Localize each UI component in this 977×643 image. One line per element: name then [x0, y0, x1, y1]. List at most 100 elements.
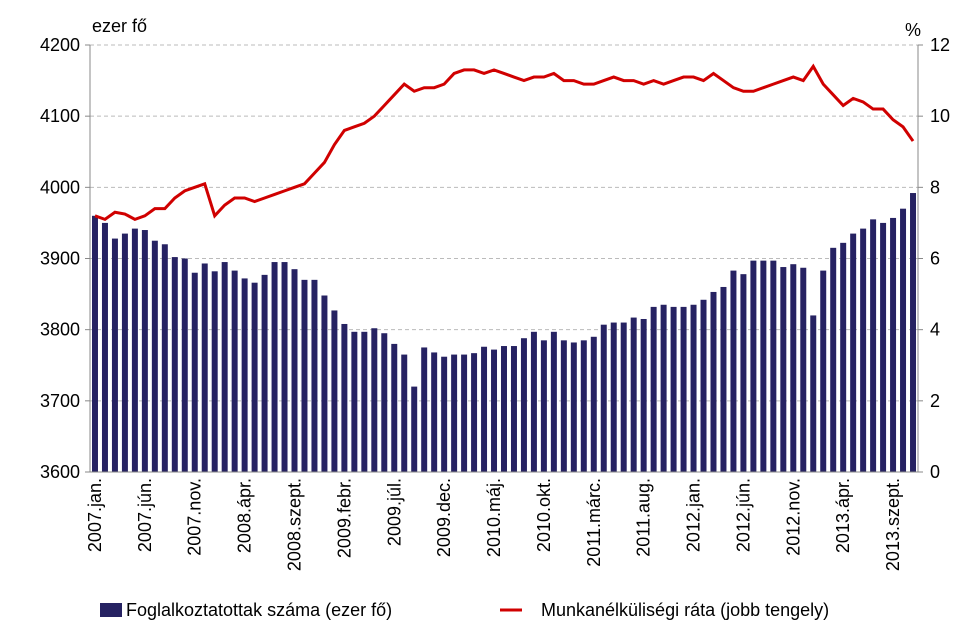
bar	[860, 228, 867, 472]
bar	[650, 306, 657, 472]
bar	[301, 279, 308, 472]
y2-tick-label: 12	[930, 35, 950, 55]
bar	[111, 238, 118, 472]
bar	[101, 222, 108, 472]
bar	[501, 346, 507, 472]
bar	[850, 233, 857, 472]
y2-tick-label: 6	[930, 249, 940, 269]
bar	[311, 279, 318, 472]
y-tick-label: 4000	[40, 177, 80, 197]
y2-tick-label: 4	[930, 320, 940, 340]
bar	[510, 346, 517, 472]
bar	[790, 264, 797, 472]
bar	[680, 306, 687, 472]
bar	[491, 349, 498, 472]
bar	[421, 347, 428, 472]
bar	[640, 318, 647, 472]
bar	[880, 222, 887, 472]
bar	[201, 263, 208, 472]
legend-swatch	[100, 603, 122, 617]
bar	[710, 291, 717, 472]
y-tick-label: 4100	[40, 106, 80, 126]
bar	[720, 286, 727, 472]
bar	[780, 267, 787, 472]
bar	[840, 242, 847, 472]
bar	[151, 240, 158, 472]
bar	[530, 331, 537, 472]
bar	[630, 317, 637, 472]
bar	[321, 295, 328, 472]
bar	[191, 272, 198, 472]
bar	[670, 306, 677, 472]
bar	[810, 315, 817, 472]
x-tick-label: 2007.jún.	[135, 478, 155, 552]
bar	[660, 304, 667, 472]
bar	[371, 328, 378, 472]
bar	[890, 217, 897, 472]
bar	[620, 322, 627, 472]
bar	[281, 262, 288, 472]
bar	[540, 340, 547, 472]
y2-tick-label: 10	[930, 106, 950, 126]
y-tick-label: 4200	[40, 35, 80, 55]
bar	[231, 270, 238, 472]
x-tick-label: 2013.szept.	[883, 478, 903, 571]
bar	[411, 386, 418, 472]
bar	[161, 244, 168, 472]
bar	[331, 310, 338, 472]
bar	[700, 299, 707, 472]
bar	[291, 269, 298, 472]
bar	[391, 343, 398, 472]
bar	[550, 331, 557, 472]
x-tick-label: 2011.márc.	[584, 478, 604, 567]
x-tick-label: 2010.okt.	[534, 478, 554, 552]
legend-label: Munkanélküliségi ráta (jobb tengely)	[541, 600, 829, 620]
bar	[570, 342, 577, 472]
bar	[760, 260, 767, 472]
bar	[600, 324, 607, 472]
bar	[381, 333, 388, 472]
x-tick-label: 2008.ápr.	[235, 478, 255, 553]
bar	[241, 278, 248, 472]
bar	[820, 270, 827, 472]
bar	[131, 228, 138, 472]
bar	[560, 340, 567, 472]
bar	[520, 338, 527, 472]
x-tick-label: 2008.szept.	[285, 478, 305, 571]
bar	[341, 323, 348, 472]
bar	[800, 267, 807, 472]
bar	[351, 331, 358, 472]
x-tick-label: 2007.jan.	[85, 478, 105, 552]
bar	[211, 271, 218, 472]
bar	[740, 274, 747, 472]
bar	[770, 260, 777, 472]
bar	[910, 193, 917, 472]
bar	[271, 262, 278, 472]
x-tick-label: 2012.jan.	[684, 478, 704, 552]
bar	[870, 219, 877, 472]
x-tick-label: 2007.nov.	[185, 478, 205, 556]
y-tick-label: 3900	[40, 249, 80, 269]
bar	[441, 356, 448, 472]
bar	[261, 274, 268, 472]
x-tick-label: 2011.aug.	[634, 478, 654, 557]
bar	[251, 282, 258, 472]
bar	[361, 331, 368, 472]
legend-label: Foglalkoztatottak száma (ezer fő)	[126, 600, 392, 620]
bar	[590, 336, 597, 472]
bar	[750, 260, 757, 472]
bar	[91, 215, 98, 473]
x-tick-label: 2013.ápr.	[833, 478, 853, 553]
x-tick-label: 2010.máj.	[484, 478, 504, 557]
x-tick-label: 2012.jún.	[733, 478, 753, 552]
bar	[401, 354, 408, 472]
bar	[580, 340, 587, 472]
y2-tick-label: 0	[930, 462, 940, 482]
x-tick-label: 2009.dec.	[434, 478, 454, 557]
bar	[431, 352, 438, 472]
bar	[221, 262, 228, 472]
x-tick-label: 2012.nov.	[783, 478, 803, 556]
y2-tick-label: 2	[930, 391, 940, 411]
y-tick-label: 3800	[40, 320, 80, 340]
